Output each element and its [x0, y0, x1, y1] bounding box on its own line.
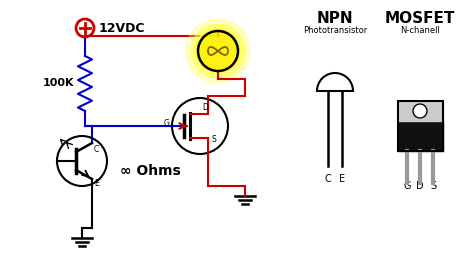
Text: D: D — [416, 181, 424, 191]
Text: S: S — [212, 135, 217, 143]
Bar — [398, 101, 443, 121]
Text: MOSFET: MOSFET — [385, 11, 455, 26]
Bar — [398, 101, 443, 151]
Text: D: D — [202, 103, 208, 112]
Text: ∞ Ohms: ∞ Ohms — [120, 164, 181, 178]
Text: E: E — [94, 178, 99, 188]
Circle shape — [191, 24, 245, 78]
Circle shape — [198, 31, 238, 71]
Text: 100K: 100K — [43, 78, 74, 89]
Text: C: C — [325, 174, 331, 184]
Circle shape — [186, 19, 250, 83]
Text: G: G — [164, 119, 170, 128]
Text: S: S — [430, 181, 436, 191]
Text: NPN: NPN — [317, 11, 353, 26]
Text: E: E — [339, 174, 345, 184]
Text: Phototransistor: Phototransistor — [303, 26, 367, 35]
Bar — [398, 121, 443, 151]
Text: N-chanell: N-chanell — [400, 26, 440, 35]
Text: 12VDC: 12VDC — [99, 22, 146, 35]
Text: G: G — [403, 181, 411, 191]
Circle shape — [195, 28, 241, 74]
Text: C: C — [94, 144, 99, 153]
Circle shape — [413, 104, 427, 118]
